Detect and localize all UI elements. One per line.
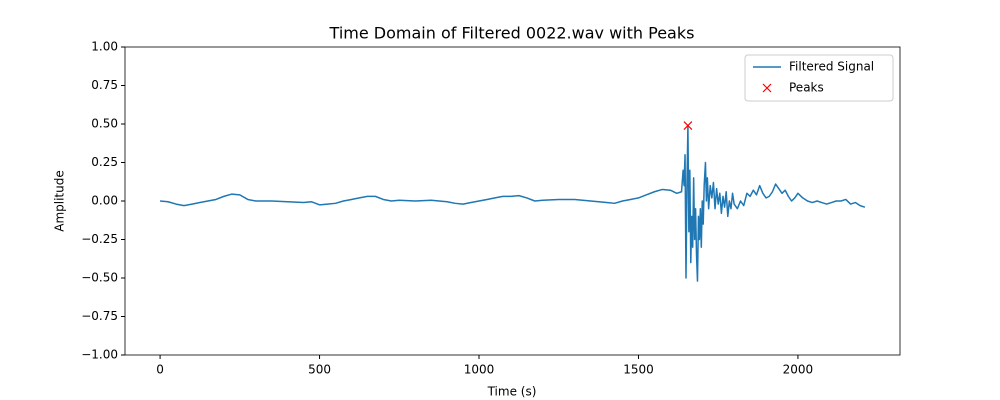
y-tick-label: 0.00 [91, 194, 118, 208]
y-tick-label: 0.50 [91, 117, 118, 131]
x-axis-label: Time (s) [487, 385, 537, 399]
x-tick-label: 500 [308, 363, 331, 377]
x-tick-label: 0 [156, 363, 164, 377]
plot-frame [124, 46, 901, 356]
legend-swatch [762, 83, 772, 93]
y-tick-label: −0.75 [81, 309, 118, 323]
legend-box [744, 54, 894, 102]
y-axis-label: Amplitude [53, 170, 67, 232]
y-tick-label: 0.75 [91, 78, 118, 92]
peak-marker [683, 121, 693, 130]
x-tick-label: 1500 [623, 363, 654, 377]
y-tick-label: −0.50 [81, 271, 118, 285]
x-tick-label: 1000 [464, 363, 495, 377]
legend-label: Filtered Signal [789, 60, 874, 74]
y-tick-label: 0.25 [91, 155, 118, 169]
legend-label: Peaks [789, 81, 824, 95]
y-tick-label: −1.00 [81, 348, 118, 362]
x-tick-label: 2000 [783, 363, 814, 377]
chart-title: Time Domain of Filtered 0022.wav with Pe… [329, 24, 695, 43]
signal-line [160, 124, 866, 282]
y-tick-label: −0.25 [81, 232, 118, 246]
y-tick-label: 1.00 [91, 40, 118, 54]
